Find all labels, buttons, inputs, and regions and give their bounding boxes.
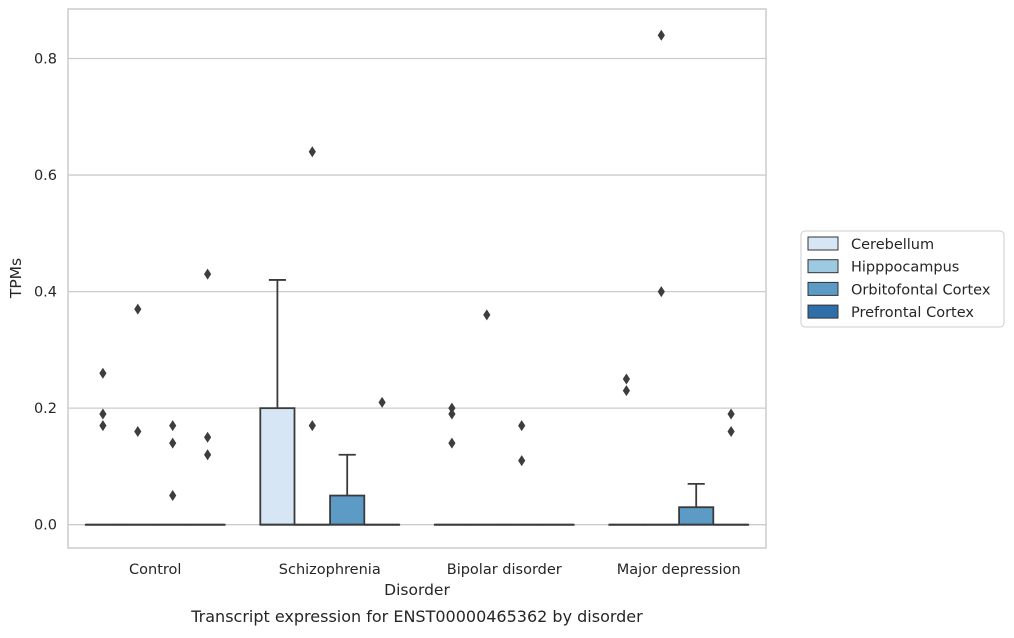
- legend-label: Prefrontal Cortex: [851, 305, 974, 321]
- legend-swatch: [808, 282, 838, 295]
- y-tick-label: 0.6: [34, 168, 57, 184]
- legend-swatch: [808, 260, 838, 273]
- legend-label: Hipppocampus: [851, 260, 959, 276]
- y-tick-label: 0.8: [34, 52, 57, 68]
- box: [330, 496, 364, 525]
- x-tick-label: Major depression: [617, 562, 741, 578]
- y-tick-label: 0.0: [34, 518, 57, 534]
- plot-background: [68, 9, 766, 548]
- x-axis-label: Disorder: [384, 581, 450, 599]
- y-axis-label: TPMs: [7, 258, 25, 299]
- y-tick-label: 0.4: [34, 285, 57, 301]
- x-tick-label: Control: [129, 562, 181, 578]
- box: [679, 507, 713, 524]
- box: [260, 408, 294, 525]
- legend-label: Orbitofontal Cortex: [851, 282, 991, 298]
- chart-caption: Transcript expression for ENST0000046536…: [190, 607, 643, 626]
- x-tick-label: Schizophrenia: [279, 562, 381, 578]
- legend-swatch: [808, 305, 838, 318]
- legend: Cerebellum Hipppocampus Orbitofontal Corte…: [801, 231, 1004, 327]
- x-tick-labels: Control Schizophrenia Bipolar disorder Majo…: [129, 562, 741, 578]
- y-tick-labels: 0.0 0.2 0.4 0.6 0.8: [34, 52, 57, 534]
- x-tick-label: Bipolar disorder: [447, 562, 562, 578]
- y-tick-label: 0.2: [34, 401, 57, 417]
- legend-label: Cerebellum: [851, 237, 934, 253]
- legend-swatch: [808, 237, 838, 250]
